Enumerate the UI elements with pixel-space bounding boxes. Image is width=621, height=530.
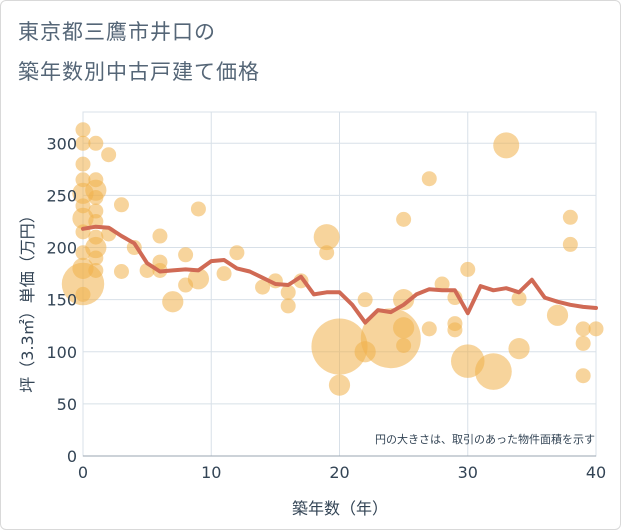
data-bubble	[88, 135, 104, 151]
data-bubble	[162, 291, 184, 313]
data-bubble	[575, 321, 591, 337]
chart-title-line1: 東京都三鷹市井口の	[18, 20, 216, 44]
data-bubble	[113, 263, 129, 279]
data-bubble	[511, 291, 527, 307]
data-bubble	[434, 276, 450, 292]
y-tick-label: 250	[46, 186, 77, 205]
bubbles	[61, 122, 604, 396]
data-bubble	[575, 368, 591, 384]
data-bubble	[311, 318, 368, 375]
data-bubble	[101, 147, 117, 163]
data-bubble	[493, 132, 520, 159]
x-tick-label: 20	[329, 463, 349, 482]
x-tick-label: 40	[586, 463, 606, 482]
data-bubble	[88, 203, 104, 219]
data-bubble	[421, 171, 437, 187]
data-bubble	[447, 322, 463, 338]
data-bubble	[328, 374, 351, 396]
data-bubble	[178, 247, 194, 263]
data-bubble	[72, 207, 94, 229]
data-bubble	[393, 289, 415, 311]
data-bubble	[88, 250, 104, 266]
data-bubble	[152, 228, 168, 244]
data-bubble	[421, 321, 437, 337]
data-bubble	[216, 266, 232, 282]
data-bubble	[75, 135, 91, 151]
grid	[82, 111, 597, 457]
bubble-size-note: 円の大きさは、取引のあった物件面積を示す	[375, 432, 595, 446]
data-bubble	[319, 245, 335, 261]
data-bubble	[588, 321, 604, 337]
data-bubble	[396, 338, 412, 354]
trend-line	[81, 224, 598, 325]
data-bubble	[280, 284, 296, 300]
data-bubble	[187, 268, 210, 290]
data-bubble	[280, 298, 296, 314]
y-tick-label: 50	[57, 395, 77, 414]
x-tick-label: 10	[201, 463, 221, 482]
y-tick-label: 300	[46, 134, 77, 153]
data-bubble	[88, 262, 104, 278]
y-tick-label: 100	[46, 343, 77, 362]
data-bubble	[190, 201, 206, 217]
y-tick-label: 200	[46, 239, 77, 258]
x-axis-label: 築年数（年）	[292, 499, 388, 518]
y-axis-label: 坪（3.3㎡）単価（万円）	[18, 207, 37, 392]
data-bubble	[460, 261, 476, 277]
data-bubble	[546, 304, 569, 326]
ticks: 0 50 100 150 200 250 300 0 10 20 30 40	[46, 134, 606, 482]
data-bubble	[393, 317, 415, 339]
data-bubble	[357, 292, 373, 308]
trend-line-group	[81, 224, 598, 325]
data-bubble	[475, 353, 512, 390]
data-bubble	[562, 209, 578, 225]
data-bubble	[75, 156, 91, 172]
data-bubble	[75, 286, 91, 302]
y-tick-label: 0	[67, 447, 77, 466]
data-bubble	[508, 338, 530, 360]
data-bubble	[562, 236, 578, 252]
x-tick-label: 30	[458, 463, 478, 482]
data-bubble	[229, 245, 245, 261]
data-bubble	[255, 279, 271, 295]
data-bubble	[313, 224, 340, 251]
y-tick-label: 150	[46, 291, 77, 310]
data-bubble	[575, 335, 591, 351]
data-bubble	[113, 197, 129, 213]
data-bubble	[75, 122, 91, 138]
data-bubble	[396, 211, 412, 227]
chart-title-line2: 築年数別中古戸建て価格	[18, 60, 260, 84]
x-tick-label: 0	[78, 463, 88, 482]
data-bubble	[88, 189, 104, 205]
